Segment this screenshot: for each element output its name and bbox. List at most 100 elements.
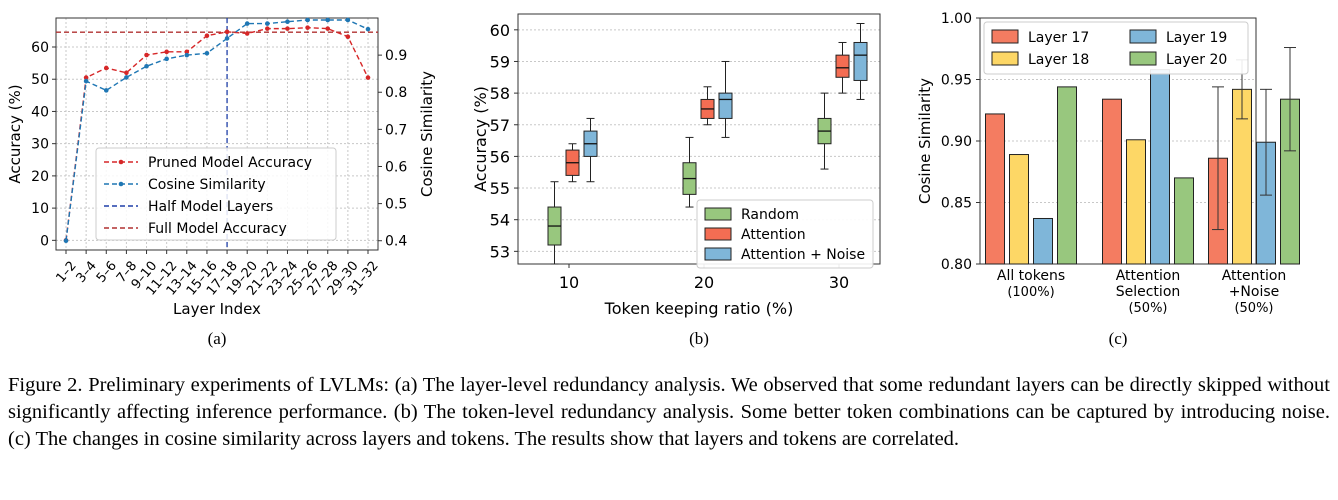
legend-label: Layer 19 (1166, 30, 1227, 46)
y-tick-label: 57 (490, 116, 510, 135)
data-point (365, 75, 371, 80)
y-tick-label: 0.80 (941, 257, 972, 273)
bar-2 (1033, 217, 1053, 265)
legend-swatch (704, 247, 732, 261)
y-axis-label: Accuracy (%) (6, 84, 24, 183)
y-axis-label: Accuracy (%) (471, 86, 490, 192)
data-point (63, 238, 69, 244)
legend-swatch (1129, 29, 1157, 44)
data-point (285, 19, 290, 25)
figure: 01020304050600.40.50.60.70.80.91–23–45–6… (6, 11, 1300, 348)
data-point (204, 50, 210, 56)
y2-axis-label: Cosine Similarity (418, 71, 436, 197)
x-tick-label: 20 (694, 273, 714, 292)
y-tick-label: 1.00 (941, 11, 972, 27)
bar-0 (1102, 98, 1122, 265)
legend-swatch (991, 29, 1019, 44)
y-tick-label: 53 (490, 242, 510, 261)
x-tick-label: Selection (1116, 284, 1181, 300)
x-tick-label: Attention (1222, 268, 1287, 284)
data-point (325, 17, 331, 23)
y-tick-label: 40 (31, 104, 49, 120)
x-axis-label: Token keeping ratio (%) (604, 299, 794, 318)
panel-label-a: (a) (208, 329, 227, 348)
legend-swatch (1129, 51, 1157, 66)
x-tick-label: 30 (829, 273, 849, 292)
data-point (124, 75, 129, 80)
data-point (204, 33, 210, 39)
data-point (103, 88, 109, 93)
legend-label: Attention (741, 227, 806, 243)
data-point (305, 25, 310, 30)
y-tick-label: 50 (31, 72, 49, 88)
y-tick-label: 10 (31, 201, 49, 217)
data-point (244, 31, 250, 36)
y2-tick-label: 0.9 (385, 48, 407, 64)
plot-frame (55, 17, 379, 251)
x-tick-label: +Noise (1229, 284, 1280, 300)
data-point (83, 75, 89, 80)
x-tick-label: (100%) (1007, 285, 1054, 300)
bar-2 (1150, 69, 1170, 265)
y-tick-label: 0.95 (941, 73, 972, 89)
legend-label: Pruned Model Accuracy (148, 155, 312, 171)
data-point (144, 63, 149, 69)
series-line-1 (65, 19, 369, 241)
data-point (103, 65, 109, 71)
panel-label-c: (c) (1109, 329, 1128, 348)
x-tick-label: All tokens (997, 268, 1065, 284)
legend-label: Layer 17 (1028, 30, 1089, 46)
legend-swatch (704, 227, 732, 241)
legend-label: Layer 20 (1166, 52, 1227, 68)
data-point (184, 49, 190, 55)
box-1 (835, 54, 850, 78)
legend-marker (118, 159, 124, 165)
legend-label: Random (741, 207, 799, 223)
y-tick-label: 55 (490, 179, 510, 198)
y-tick-label: 0.85 (941, 196, 972, 212)
bar-1 (1009, 154, 1029, 265)
y-tick-label: 0 (40, 233, 49, 249)
y-axis-label: Cosine Similarity (916, 78, 934, 204)
data-point (365, 26, 371, 32)
y2-tick-label: 0.8 (385, 85, 407, 101)
y2-tick-label: 0.6 (385, 159, 407, 175)
x-tick-label: 10 (559, 273, 579, 292)
y-tick-label: 30 (31, 137, 49, 153)
data-point (285, 26, 290, 31)
y2-tick-label: 0.4 (385, 234, 407, 250)
y2-tick-label: 0.7 (385, 122, 407, 138)
y-tick-label: 20 (31, 169, 49, 185)
y-tick-label: 0.90 (941, 134, 972, 150)
data-point (305, 17, 310, 23)
legend-label: Full Model Accuracy (148, 221, 287, 237)
data-point (325, 26, 331, 31)
legend-box (696, 199, 874, 269)
legend-marker (118, 181, 124, 187)
y2-tick-label: 0.5 (385, 197, 407, 213)
data-point (265, 21, 270, 26)
data-point (265, 26, 270, 31)
panel-label-b: (b) (689, 329, 709, 348)
y-tick-label: 60 (31, 40, 49, 56)
box-2 (718, 92, 733, 119)
data-point (224, 36, 230, 41)
box-2 (853, 41, 868, 81)
legend-box (95, 147, 337, 241)
legend-label: Layer 18 (1028, 52, 1089, 68)
series-line-0 (65, 26, 369, 241)
y-tick-label: 56 (490, 147, 510, 166)
data-point (184, 52, 190, 58)
figure-caption: Figure 2. Preliminary experiments of LVL… (8, 374, 1330, 450)
y-tick-label: 59 (490, 52, 510, 71)
legend-swatch (991, 51, 1019, 66)
data-point (164, 49, 169, 55)
legend-swatch (704, 207, 732, 221)
bar-1 (1126, 139, 1146, 265)
bar-3 (1174, 177, 1194, 265)
y-tick-label: 58 (490, 84, 510, 103)
data-point (164, 56, 169, 62)
data-point (124, 70, 129, 76)
y-tick-label: 54 (490, 211, 510, 230)
legend-label: Half Model Layers (148, 199, 273, 215)
